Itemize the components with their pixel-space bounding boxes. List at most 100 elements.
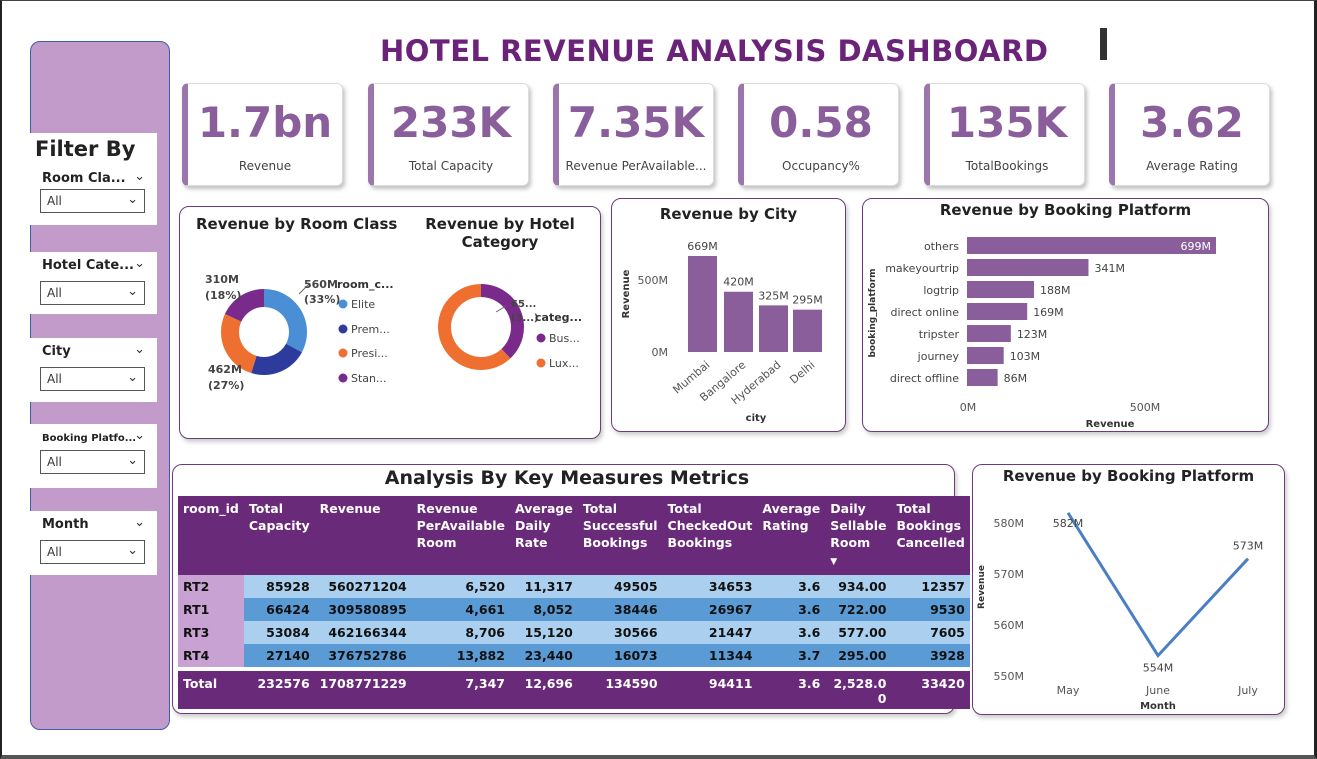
table-cell: 376752786 [314,644,412,667]
table-cell: 295.00 [825,644,892,667]
table-cell: 21447 [662,621,758,644]
legend-item[interactable]: Lux... [549,357,579,370]
bar[interactable] [967,325,1011,342]
slicer-hotel-category[interactable]: Hotel Cate... ⌄ All ⌄ [30,252,157,314]
legend-item[interactable]: Elite [351,298,375,311]
table-cell: 85928 [243,575,315,598]
table-row[interactable]: RT2 85928 560271204 6,520 11,317 49505 34653 3.… [178,575,970,598]
column-header-sorted[interactable]: Daily Sellable Room ▼ [825,496,892,575]
table-cell: RT3 [178,621,244,644]
donut-slice[interactable] [221,314,257,374]
donut-charts-svg[interactable]: 560M (33%) 310M (18%) 462M (27%) room_c.… [179,206,601,439]
leader-line [495,305,507,313]
bar[interactable] [967,281,1034,298]
chevron-down-icon[interactable]: ⌄ [134,515,145,530]
legend-item[interactable]: Stan... [351,372,387,385]
chevron-down-icon[interactable]: ⌄ [134,169,145,184]
kpi-average-rating[interactable]: 3.62 Average Rating [1109,83,1270,186]
table-cell: 13,882 [411,644,510,667]
column-header[interactable]: Average Rating [757,496,826,575]
bar[interactable] [688,256,717,352]
donut-slice[interactable] [224,289,264,322]
kpi-label: Revenue [238,159,292,173]
slicer-room-class[interactable]: Room Cla... ⌄ All ⌄ [30,165,157,225]
table-title: Analysis By Key Measures Metrics [384,467,750,489]
table-cell: 560271204 [314,575,412,598]
dropdown-value: All [47,455,62,469]
table-cell: 27140 [243,644,315,667]
table-cell: 11,317 [509,575,578,598]
column-header[interactable]: Total Capacity [243,496,315,575]
column-header[interactable]: Total Bookings Cancelled [891,496,970,575]
table-row[interactable]: RT3 53084 462166344 8,706 15,120 30566 21447 3.… [178,621,970,644]
table-cell: 34653 [662,575,758,598]
table-cell: 8,706 [411,621,510,644]
column-header[interactable]: Average Daily Rate [509,496,578,575]
hotel-category-donut[interactable] [438,284,524,370]
chevron-down-icon: ⌄ [127,453,138,468]
chevron-down-icon[interactable]: ⌄ [134,342,145,357]
table-cell: 3.6 [757,621,826,644]
kpi-total-bookings[interactable]: 135K TotalBookings [924,83,1085,186]
booking-platform-dropdown[interactable]: All ⌄ [40,450,145,474]
x-axis-label: Month [1140,701,1176,712]
legend-marker [338,299,348,309]
bar[interactable] [967,347,1004,364]
table-cell: 9530 [891,598,970,621]
table-row[interactable]: RT4 27140 376752786 13,882 23,440 16073 11344 3… [178,644,970,667]
room-class-dropdown[interactable]: All ⌄ [40,189,145,213]
slice-label: 310M [205,273,239,286]
kpi-revpar[interactable]: 7.35K Revenue PerAvailable... [553,83,714,186]
column-header[interactable]: Total CheckedOut Bookings [662,496,758,575]
column-header[interactable]: Revenue PerAvailable Room [411,496,510,575]
total-cell: 1708771229 [314,671,412,709]
table-cell: 3.6 [757,575,826,598]
hotel-category-dropdown[interactable]: All ⌄ [40,281,145,305]
bar[interactable] [967,259,1089,276]
donut-slice[interactable] [481,284,524,359]
bar[interactable] [967,237,1216,254]
slicer-city[interactable]: City ⌄ All ⌄ [30,338,157,402]
slicer-label: Hotel Cate... [42,258,134,273]
bar[interactable] [793,309,822,352]
column-header[interactable]: room_id [178,496,244,575]
bar[interactable] [724,291,753,352]
platform-bar-chart[interactable]: booking_platform Revenue 0M 500M others 6… [862,198,1269,432]
text-cursor [1100,28,1107,60]
room-class-donut[interactable] [221,289,307,375]
data-label: 582M [1053,517,1084,530]
month-dropdown[interactable]: All ⌄ [40,540,145,564]
series-line[interactable] [1066,512,1250,659]
table-cell: 3.6 [757,598,826,621]
y-tick-label: 560M [994,619,1025,632]
chevron-down-icon[interactable]: ⌄ [134,428,145,443]
month-line-chart[interactable]: Revenue Month 580M 570M 560M 550M 582M 554M 57… [972,464,1285,715]
donut-slice[interactable] [251,343,302,375]
chevron-down-icon[interactable]: ⌄ [134,256,145,271]
city-bar-chart[interactable]: Revenue city 500M 0M 669MMumbai420MBanga… [611,198,846,432]
donut-slice[interactable] [438,284,511,370]
slicer-month[interactable]: Month ⌄ All ⌄ [30,511,157,575]
legend-item[interactable]: Presi... [351,347,388,360]
legend-item[interactable]: Prem... [351,323,390,336]
legend-item[interactable]: Bus... [549,332,580,345]
kpi-occupancy[interactable]: 0.58 Occupancy% [738,83,899,186]
bar[interactable] [967,303,1028,320]
kpi-revenue[interactable]: 1.7bn Revenue [182,83,343,186]
kpi-total-capacity[interactable]: 233K Total Capacity [368,83,529,186]
kpi-label: Revenue PerAvailable... [565,159,707,173]
city-dropdown[interactable]: All ⌄ [40,367,145,391]
bar[interactable] [967,369,998,386]
column-header[interactable]: Total Successful Bookings [577,496,663,575]
table-cell: 7605 [891,621,970,644]
total-cell: 134590 [577,671,663,709]
donut-slice[interactable] [264,289,307,353]
bar[interactable] [759,305,788,352]
table-cell: 16073 [577,644,663,667]
table-row[interactable]: RT1 66424 309580895 4,661 8,052 38446 26967 3.6… [178,598,970,621]
x-tick-label: July [1237,684,1258,697]
column-header[interactable]: Revenue [314,496,412,575]
slicer-booking-platform[interactable]: Booking Platfo... ⌄ All ⌄ [30,424,157,488]
table-total-row: Total 232576 1708771229 7,347 12,696 134590 94… [178,671,970,709]
slice-label: (27%) [208,379,244,392]
